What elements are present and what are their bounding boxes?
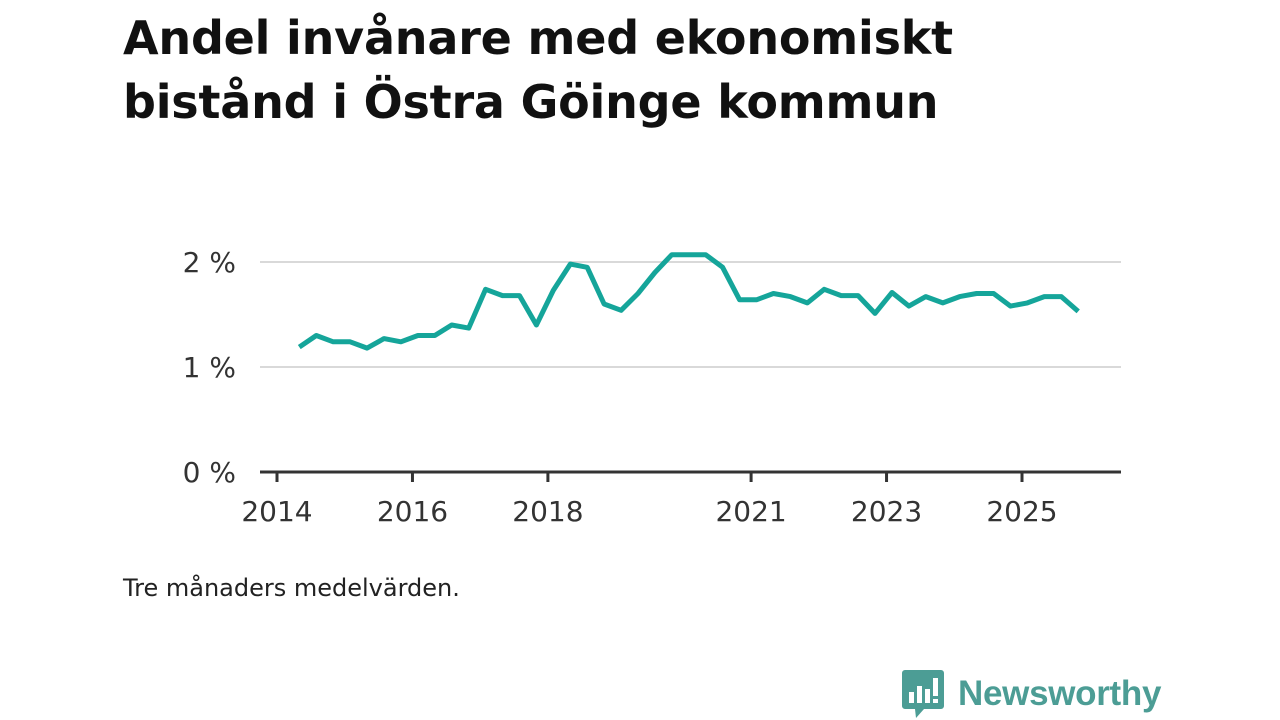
series-layer	[297, 252, 1080, 351]
y-tick-label: 0 %	[183, 456, 236, 489]
x-tick-label: 2021	[715, 495, 786, 528]
x-tick-label: 2016	[377, 495, 448, 528]
y-tick-label: 1 %	[183, 351, 236, 384]
line-chart: 2014 2016 2018 2021 2023 2025 0 % 1 % 2 %	[183, 246, 1121, 528]
x-tick-labels: 2014 2016 2018 2021 2023 2025	[241, 495, 1057, 528]
y-tick-labels: 0 % 1 % 2 %	[183, 246, 236, 489]
series-line-0	[297, 252, 1080, 351]
chart-note: Tre månaders medelvärden.	[123, 574, 460, 602]
x-tick-label: 2018	[512, 495, 583, 528]
x-tick-label: 2014	[241, 495, 312, 528]
chart-title: Andel invånare med ekonomiskt bistånd i …	[123, 11, 953, 129]
newsworthy-logo[interactable]: Newsworthy	[902, 670, 1161, 718]
gridlines	[260, 261, 1121, 368]
x-tick-label: 2023	[851, 495, 922, 528]
x-axis	[260, 470, 1121, 482]
x-tick-label: 2025	[986, 495, 1057, 528]
newsworthy-chart-icon	[902, 670, 944, 718]
y-tick-label: 2 %	[183, 246, 236, 279]
brand-name: Newsworthy	[958, 674, 1162, 713]
